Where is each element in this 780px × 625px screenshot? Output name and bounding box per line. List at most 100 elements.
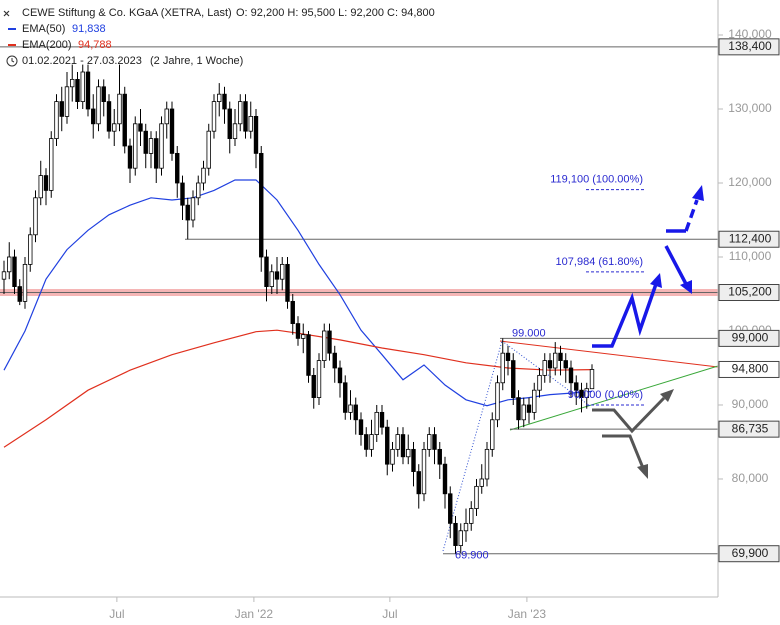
candle-body	[553, 352, 558, 369]
candle-body	[138, 123, 143, 132]
candle-body	[1, 271, 7, 280]
level-label: 105,200	[728, 285, 772, 299]
candle-body	[458, 530, 463, 546]
level-label: 86,735	[732, 421, 769, 435]
level-label-box	[718, 545, 780, 563]
candle-body	[7, 256, 12, 273]
candle-body	[437, 448, 442, 465]
level-label-box	[718, 230, 780, 248]
candle-body	[343, 382, 348, 413]
candle-body	[49, 138, 54, 191]
clock-icon	[11, 58, 15, 63]
support-trendline	[509, 365, 719, 431]
date-span: (2 Jahre, 1 Woche)	[150, 55, 243, 67]
candle-body	[469, 508, 474, 524]
level-label-box	[718, 284, 780, 302]
legend-label: EMA(50)	[22, 23, 65, 35]
candle-body	[395, 434, 400, 450]
candle-body	[495, 382, 500, 421]
candle-body	[369, 434, 374, 450]
candle-body	[248, 115, 253, 132]
candle-body	[64, 86, 70, 117]
candle-body	[122, 93, 127, 147]
candle-body	[484, 448, 490, 480]
candle-body	[127, 145, 133, 169]
candle-body	[232, 123, 238, 139]
candle-body	[574, 382, 579, 391]
candle-body	[390, 448, 395, 465]
arrowhead	[637, 464, 648, 479]
candle-body	[238, 101, 243, 125]
candle-body	[101, 86, 106, 102]
instrument-title: CEWE Stiftung & Co. KGaA (XETRA, Last)	[22, 7, 232, 19]
arrowhead	[650, 273, 662, 288]
x-tick-label: Jan '22	[235, 607, 274, 621]
fib-label: 90,000 (0.00%)	[568, 389, 643, 401]
candle-body	[316, 360, 322, 398]
candle-body	[269, 271, 274, 287]
candle-body	[285, 263, 290, 302]
candle-body	[364, 434, 369, 450]
candle-body	[206, 130, 211, 169]
bull-arrow-dashed	[684, 199, 699, 232]
candle-body	[112, 123, 117, 132]
candle-body	[80, 71, 85, 102]
candle-body	[579, 389, 584, 398]
candle-body	[301, 334, 306, 339]
candle-body	[432, 434, 437, 450]
candle-body	[542, 360, 547, 376]
fib-connector	[442, 340, 503, 552]
x-tick-label: Jan '23	[508, 607, 547, 621]
level-label: 69,900	[732, 546, 769, 560]
candle-body	[159, 123, 164, 169]
candle-body	[295, 323, 301, 339]
candle-body	[532, 389, 537, 413]
candle-body	[448, 493, 453, 524]
candle-body	[537, 374, 542, 391]
candle-body	[322, 330, 327, 361]
clock-icon	[6, 55, 18, 67]
candle-body	[479, 478, 484, 487]
candle-body	[385, 426, 390, 465]
candle-body	[584, 388, 589, 398]
candle-body	[59, 101, 64, 117]
candle-body	[211, 101, 217, 132]
bull-arrow	[592, 283, 658, 348]
arrowhead	[692, 185, 704, 201]
candle-body	[406, 448, 411, 458]
candle-body	[421, 448, 427, 495]
arrowhead	[660, 389, 674, 402]
resistance-trendline	[499, 340, 719, 368]
candle-body	[217, 93, 222, 102]
fib-label: 119,100 (100.00%)	[550, 174, 643, 186]
candle-body	[253, 115, 259, 154]
candle-body	[427, 434, 432, 450]
scenario-arrows	[592, 185, 704, 479]
candle-body	[516, 397, 521, 421]
candle-body	[117, 93, 122, 125]
candle-body	[75, 78, 80, 102]
bear-arrow	[592, 396, 666, 434]
point-label: 69.900	[455, 550, 489, 562]
candle-body	[175, 152, 180, 184]
legend-value: 91,838	[72, 23, 106, 35]
candle-body	[589, 369, 595, 390]
legend-label: EMA(200)	[22, 39, 72, 51]
candle-body	[148, 138, 154, 154]
bear-arrow	[602, 434, 645, 469]
pullback-arrow	[664, 245, 688, 285]
candle-body	[22, 263, 28, 302]
candle-body	[490, 419, 495, 450]
close-icon	[3, 10, 10, 17]
candle-body	[332, 352, 337, 369]
x-tick-label: Jul	[382, 607, 397, 621]
candle-body	[453, 522, 458, 546]
candle-body	[96, 86, 101, 125]
candle-body	[337, 367, 343, 384]
ohlc-values: O: 92,200 H: 95,500 L: 92,200 C: 94,800	[236, 7, 435, 19]
y-tick-label: 110,000	[729, 249, 772, 263]
candle-body	[505, 352, 511, 361]
level-label: 99,000	[732, 331, 769, 345]
candle-body	[54, 101, 59, 139]
